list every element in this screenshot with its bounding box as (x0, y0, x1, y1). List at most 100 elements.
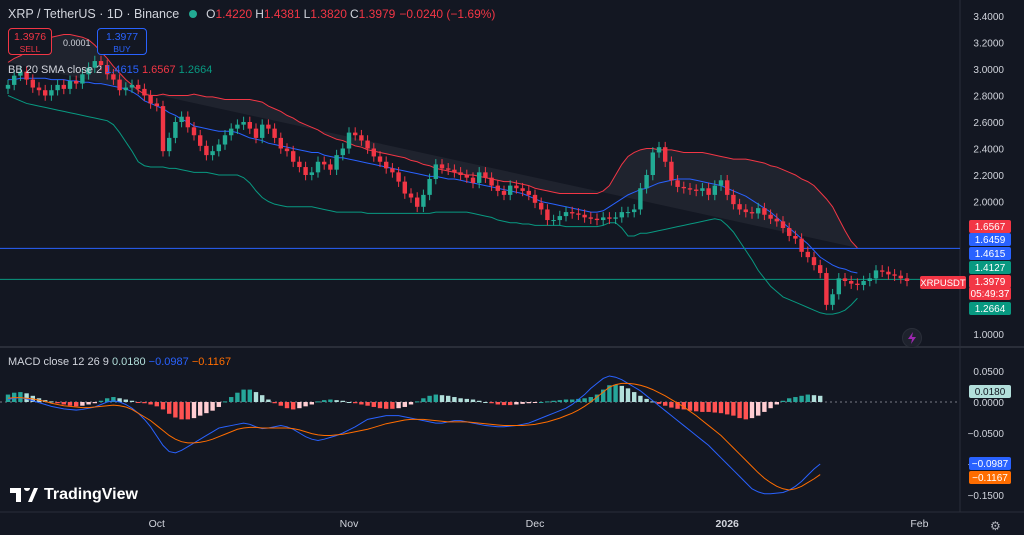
macd-histogram-bar (185, 402, 190, 420)
bb-legend-lower: 1.2664 (178, 64, 213, 76)
candle (266, 124, 271, 129)
macd-histogram-bar (700, 402, 705, 412)
signal-line (7, 382, 821, 491)
macd-histogram-bar (483, 402, 488, 403)
price-label-text: 1.4615 (975, 249, 1006, 260)
time-axis-label: Feb (910, 518, 928, 530)
macd-histogram-bar (408, 402, 414, 405)
macd-line (7, 375, 821, 495)
macd-label-tag (969, 471, 1011, 484)
sell-button[interactable]: 1.3976 SELL (8, 28, 52, 55)
candle (5, 84, 11, 89)
macd-histogram-bar (811, 395, 817, 402)
candle (49, 90, 54, 96)
candle (842, 278, 848, 281)
macd-histogram-bar (718, 402, 724, 414)
candle (576, 213, 581, 215)
price-label-tag (969, 247, 1011, 260)
macd-histogram-bar (371, 402, 376, 407)
macd-histogram-bar (142, 402, 147, 404)
macd-histogram-bar (439, 395, 445, 402)
candle (291, 151, 296, 162)
macd-histogram-bar (260, 395, 265, 402)
candle (86, 67, 91, 75)
ohlc-open: 1.4220 (215, 7, 253, 21)
ohlc-low: 1.3820 (310, 7, 347, 21)
macd-histogram-bar (346, 402, 352, 403)
macd-histogram-bar (160, 402, 166, 410)
candle (756, 208, 761, 214)
macd-tick-label: 0.0000 (973, 398, 1004, 409)
candle (520, 188, 525, 191)
macd-histogram-bar (315, 401, 321, 403)
candle (607, 217, 612, 219)
price-tick-label: 2.4000 (973, 145, 1004, 156)
macd-histogram-bar (489, 402, 494, 404)
candle (632, 209, 637, 213)
macd-histogram-bar (532, 402, 538, 403)
macd-histogram-bar (619, 385, 624, 402)
candle (365, 140, 370, 149)
candle (154, 103, 159, 107)
candle (601, 217, 606, 221)
candle (873, 270, 879, 279)
macd-histogram-bar (111, 397, 116, 402)
candle (588, 217, 593, 219)
macd-histogram-bar (737, 402, 742, 419)
macd-histogram-bar (607, 385, 612, 402)
price-label-text: 05:49:37 (971, 289, 1010, 300)
candle (353, 132, 358, 136)
candle (762, 208, 767, 215)
macd-legend-signal: −0.1167 (191, 356, 232, 368)
macd-histogram-bar (731, 402, 736, 416)
buy-button[interactable]: 1.3977 BUY (97, 28, 147, 55)
macd-histogram-bar (167, 402, 172, 414)
candle (12, 75, 17, 85)
candle (861, 281, 866, 285)
macd-histogram-bar (384, 402, 389, 409)
macd-histogram-bar (762, 402, 767, 412)
candle (824, 273, 829, 305)
macd-histogram-bar (55, 402, 60, 404)
candle (260, 124, 265, 138)
tradingview-logo[interactable]: TradingView (10, 486, 138, 504)
bb-legend[interactable]: BB 20 SMA close 2 1.4615 1.6567 1.2664 (8, 64, 212, 76)
macd-histogram-bar (173, 402, 178, 418)
candle (681, 186, 686, 189)
macd-histogram-bar (656, 402, 662, 404)
macd-histogram-bar (377, 402, 383, 409)
symbol-title[interactable]: XRP / TetherUS · 1D · Binance (8, 7, 180, 21)
candle (904, 278, 910, 281)
macd-histogram-bar (198, 402, 203, 416)
candle (477, 172, 482, 183)
macd-histogram-bar (235, 392, 240, 402)
ohlc-low-label: L (303, 7, 311, 21)
symbol-tag-text: XRPUSDT (920, 278, 966, 289)
macd-histogram-bar (625, 388, 631, 402)
macd-histogram-bar (799, 395, 804, 402)
candle (836, 278, 841, 295)
candle (241, 122, 246, 125)
candle (743, 209, 748, 213)
macd-tick-label: −0.0500 (968, 429, 1005, 440)
gear-icon[interactable]: ⚙ (990, 519, 1001, 533)
candle (687, 188, 693, 190)
candle (886, 271, 891, 275)
macd-legend[interactable]: MACD close 12 26 9 0.0180 −0.0987 −0.116… (8, 356, 231, 368)
candle (551, 220, 556, 222)
candle (204, 145, 209, 156)
time-axis-label: Dec (526, 518, 545, 530)
candle (30, 79, 35, 88)
price-tick-label: 1.0000 (973, 330, 1004, 341)
macd-histogram-bar (129, 400, 135, 402)
lightning-icon[interactable] (902, 328, 922, 348)
candle (570, 212, 575, 214)
macd-histogram-bar (576, 398, 581, 402)
candle (216, 144, 221, 152)
candle (669, 161, 674, 181)
candle (92, 61, 97, 68)
candle (173, 122, 178, 138)
